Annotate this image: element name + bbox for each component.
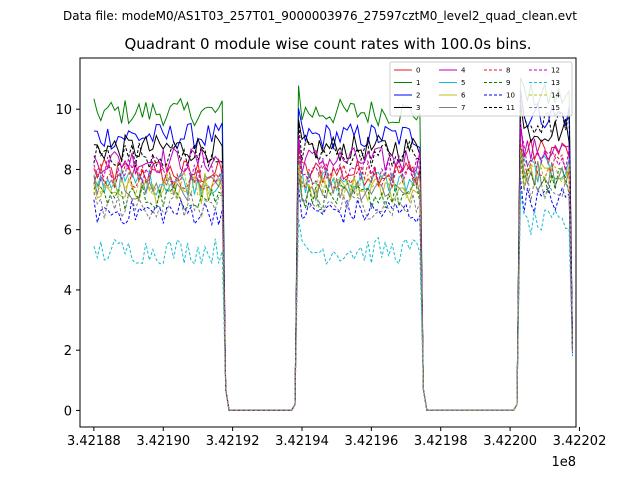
legend-label-10: 10: [506, 92, 515, 100]
legend-label-13: 13: [551, 79, 560, 87]
legend-label-2: 2: [416, 92, 420, 100]
legend-label-12: 12: [551, 67, 560, 75]
x-offset-label: 1e8: [551, 455, 576, 470]
series-layer: [93, 77, 573, 411]
series-line-13: [93, 191, 573, 411]
x-tick-label: 3.42190: [136, 434, 190, 449]
y-tick-label: 4: [64, 284, 72, 299]
chart-suptitle: Data file: modeM0/AS1T03_257T01_90000039…: [63, 9, 577, 23]
x-tick-label: 3.42196: [344, 434, 398, 449]
legend-label-3: 3: [416, 104, 420, 112]
chart-title: Quadrant 0 module wise count rates with …: [124, 35, 531, 53]
legend-label-15: 15: [551, 104, 560, 112]
x-tick-label: 3.42198: [414, 434, 468, 449]
series-line-10: [93, 178, 573, 411]
series-line-15: [93, 157, 573, 411]
plot-area: 3.42188 3.42190 3.42192 3.42194 3.42196 3.421…: [55, 57, 606, 449]
x-tick-label: 3.42202: [553, 434, 607, 449]
x-axis: 3.42188 3.42190 3.42192 3.42194 3.42196 3.421…: [67, 427, 606, 449]
legend-label-1: 1: [416, 79, 420, 87]
y-tick-label: 8: [64, 163, 72, 178]
y-tick-label: 10: [55, 103, 72, 118]
legend-label-14: 14: [551, 92, 560, 100]
legend-label-4: 4: [461, 67, 466, 75]
x-tick-label: 3.42194: [275, 434, 329, 449]
legend-label-6: 6: [461, 92, 466, 100]
y-axis: 0 2 4 6 8 10: [55, 103, 80, 419]
axes-frame: [79, 57, 577, 428]
legend-box: [389, 61, 573, 117]
x-tick-label: 3.42188: [67, 434, 121, 449]
y-tick-label: 2: [64, 344, 72, 359]
x-tick-label: 3.42192: [206, 434, 260, 449]
x-tick-label: 3.42200: [483, 434, 537, 449]
y-tick-label: 0: [64, 404, 72, 419]
legend-label-0: 0: [416, 67, 420, 75]
legend-label-11: 11: [506, 104, 515, 112]
y-tick-label: 6: [64, 224, 72, 239]
legend-label-7: 7: [461, 104, 465, 112]
legend-label-5: 5: [461, 79, 465, 87]
legend-label-9: 9: [506, 79, 510, 87]
series-line-8: [93, 142, 573, 411]
legend-label-8: 8: [506, 67, 510, 75]
